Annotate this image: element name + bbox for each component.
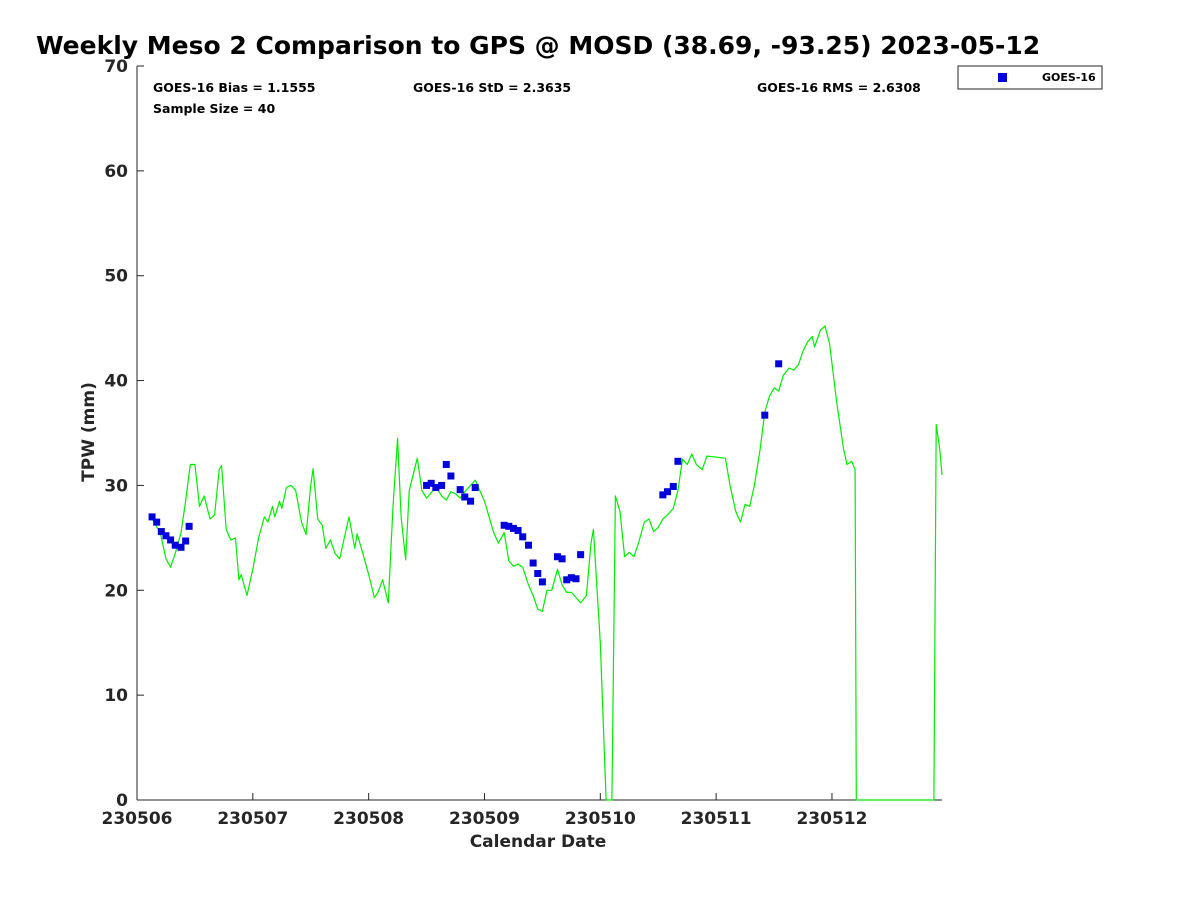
gps-line-layer (150, 325, 943, 801)
y-tick-label: 0 (116, 791, 128, 811)
goes-16-point (171, 541, 179, 549)
y-axis: 0 10 20 30 40 50 60 70 (104, 57, 144, 811)
goes-16-point (471, 484, 479, 492)
goes-16-point (456, 486, 464, 494)
x-tick-label: 230512 (796, 809, 867, 829)
goes-16-point (577, 551, 585, 559)
y-tick-label: 10 (104, 686, 128, 706)
y-tick-label: 60 (104, 162, 128, 182)
x-tick-label: 230508 (333, 809, 404, 829)
goes-16-point (534, 570, 542, 578)
x-tick-label: 230511 (681, 809, 752, 829)
goes-16-point (572, 575, 580, 583)
goes-16-point (148, 513, 156, 521)
goes-16-point (663, 488, 671, 496)
goes-16-point (182, 537, 190, 545)
goes-16-point (461, 493, 469, 501)
x-axis: 230506 230507 230508 230509 230510 230511 2305… (102, 793, 867, 829)
legend-label-goes-16: GOES-16 (1042, 71, 1096, 84)
chart-title: Weekly Meso 2 Comparison to GPS @ MOSD (… (36, 31, 1040, 60)
rms-stat: GOES-16 RMS = 2.6308 (757, 80, 921, 95)
goes-16-point (162, 532, 170, 540)
x-tick-label: 230510 (565, 809, 636, 829)
y-tick-label: 70 (104, 57, 128, 77)
x-tick-label: 230506 (102, 809, 173, 829)
goes-16-point (669, 482, 677, 490)
y-tick-label: 20 (104, 581, 128, 601)
x-axis-label: Calendar Date (470, 832, 607, 852)
goes-16-point (519, 533, 527, 541)
y-tick-label: 50 (104, 267, 128, 287)
goes-16-point (153, 518, 161, 526)
sample-size-stat: Sample Size = 40 (153, 101, 275, 116)
goes-16-point (558, 555, 566, 563)
goes-16-point (442, 460, 450, 468)
y-axis-label: TPW (mm) (79, 382, 99, 482)
goes-16-point (509, 524, 517, 532)
gps-series-line (150, 325, 943, 801)
goes-16-point (524, 541, 532, 549)
x-tick-label: 230509 (449, 809, 520, 829)
x-tick-label: 230507 (217, 809, 288, 829)
goes-16-point (427, 479, 435, 487)
legend-marker-goes-16 (998, 73, 1007, 82)
goes-16-point (674, 457, 682, 465)
goes-16-point (553, 553, 561, 561)
goes-16-point (500, 521, 508, 529)
goes-16-point (177, 543, 185, 551)
goes-16-point (659, 491, 667, 499)
goes-16-point (761, 411, 769, 419)
goes-16-point (538, 578, 546, 586)
goes-16-point (467, 497, 475, 505)
goes-16-point (447, 472, 455, 480)
goes-16-point (432, 484, 440, 492)
goes-16-point (563, 576, 571, 584)
legend-box (957, 65, 1103, 90)
std-stat: GOES-16 StD = 2.3635 (413, 80, 571, 95)
goes-16-point (567, 574, 575, 582)
y-tick-label: 40 (104, 372, 128, 392)
plot-frame (136, 66, 942, 801)
goes-16-point (167, 536, 175, 544)
y-tick-label: 30 (104, 476, 128, 496)
goes-16-point (529, 559, 537, 567)
goes-16-point (185, 522, 193, 530)
legend: GOES-16 (957, 65, 1103, 90)
goes-16-point (514, 527, 522, 535)
goes-16-point (157, 528, 165, 536)
goes-16-point (438, 481, 446, 489)
goes-point-layer (148, 360, 783, 586)
goes-16-point (505, 522, 513, 530)
bias-stat: GOES-16 Bias = 1.1555 (153, 80, 315, 95)
goes-16-point (423, 481, 431, 489)
goes-16-point (775, 360, 783, 368)
